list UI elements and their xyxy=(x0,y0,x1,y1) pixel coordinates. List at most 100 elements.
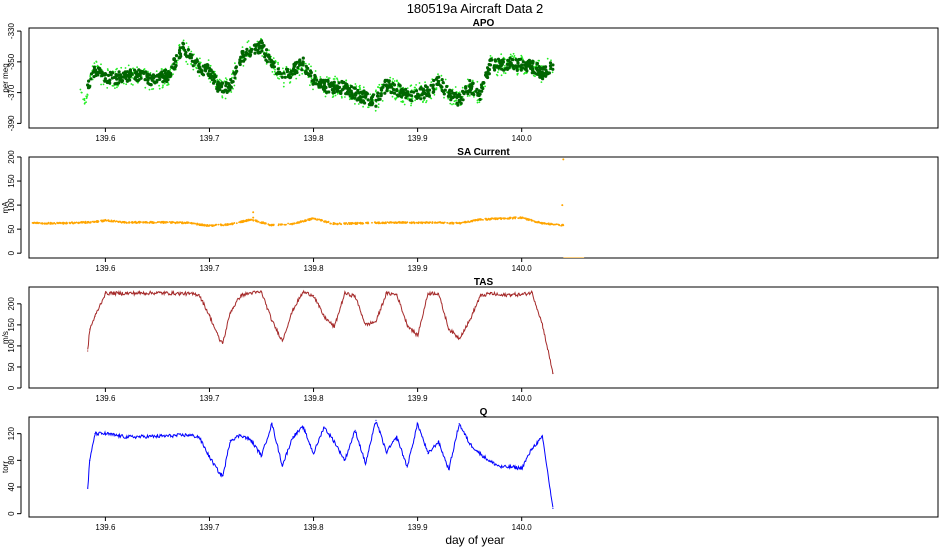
apo-scatter-point xyxy=(179,54,183,58)
apo-scatter-point xyxy=(429,83,433,87)
apo-scatter-point xyxy=(112,84,115,87)
apo-scatter-point xyxy=(113,82,117,86)
apo-scatter-point xyxy=(85,97,88,100)
apo-scatter-point xyxy=(277,61,279,64)
apo-scatter-point xyxy=(190,62,193,65)
apo-scatter-point xyxy=(452,103,455,105)
apo-scatter-point xyxy=(285,65,288,68)
apo-scatter-point xyxy=(220,79,222,82)
apo-scatter-point xyxy=(225,78,228,81)
sa-current-scatter-point xyxy=(283,223,286,226)
sa-current-scatter-point xyxy=(305,219,308,222)
sa-current-data-point xyxy=(73,221,76,224)
apo-scatter-point xyxy=(105,79,109,83)
apo-scatter-point xyxy=(387,79,391,83)
sa-current-data-point xyxy=(291,222,294,225)
apo-scatter-point xyxy=(517,57,521,62)
apo-scatter-point xyxy=(298,61,302,65)
apo-scatter-point xyxy=(223,88,228,92)
apo-scatter-point xyxy=(452,94,456,99)
tas-data-point xyxy=(406,324,408,326)
apo-scatter-point xyxy=(245,47,249,52)
apo-scatter-point xyxy=(137,78,141,82)
sa-current-scatter-point xyxy=(455,221,458,224)
apo-data-point xyxy=(181,46,186,50)
sa-current-scatter-point xyxy=(350,222,352,225)
apo-scatter-point xyxy=(505,67,510,71)
sa-current-scatter-point xyxy=(511,217,514,220)
apo-scatter-point xyxy=(489,55,492,57)
q-y-axis-label: torr xyxy=(1,461,10,473)
apo-scatter-point xyxy=(351,96,355,100)
tas-data-point xyxy=(448,328,450,330)
apo-data-point xyxy=(207,69,212,73)
apo-scatter-point xyxy=(497,71,499,73)
apo-scatter-point xyxy=(332,87,336,92)
apo-scatter-point xyxy=(265,48,269,52)
apo-scatter-point xyxy=(406,90,410,94)
sa-current-scatter-point xyxy=(496,218,499,220)
apo-data-point xyxy=(499,63,503,67)
apo-scatter-point xyxy=(364,91,368,95)
apo-scatter-point xyxy=(515,66,519,70)
apo-scatter-point xyxy=(449,97,453,101)
apo-scatter-point xyxy=(503,72,505,74)
apo-scatter-point xyxy=(521,60,525,64)
sa-current-scatter-point xyxy=(523,217,525,220)
sa-current-scatter-point xyxy=(199,224,201,227)
apo-scatter-point xyxy=(501,58,505,62)
sa-current-data-point xyxy=(104,219,107,222)
apo-scatter-point xyxy=(148,82,152,86)
q-marks xyxy=(87,419,554,509)
apo-scatter-point xyxy=(472,92,476,97)
apo-scatter-point xyxy=(290,72,294,76)
sa-current-scatter-point xyxy=(155,221,157,224)
sa-current-scatter-point xyxy=(144,221,147,224)
tas-data-point xyxy=(375,320,377,323)
apo-scatter-point xyxy=(396,80,398,82)
apo-scatter-point xyxy=(199,57,201,60)
apo-scatter-point xyxy=(369,93,372,96)
apo-scatter-point xyxy=(103,73,108,77)
apo-scatter-point xyxy=(486,75,490,80)
apo-scatter-point xyxy=(493,58,497,62)
apo-scatter-point xyxy=(362,105,364,108)
tas-data-point xyxy=(271,320,273,322)
apo-scatter-point xyxy=(354,83,357,85)
sa-current-scatter-point xyxy=(498,217,501,220)
sa-current-scatter-point xyxy=(40,222,42,225)
sa-current-x-tick-label: 139.8 xyxy=(304,264,325,273)
apo-scatter-point xyxy=(314,82,318,86)
apo-x-tick-label: 139.6 xyxy=(95,134,116,143)
sa-current-y-tick-label: 50 xyxy=(7,224,16,233)
apo-scatter-point xyxy=(200,72,204,76)
apo-scatter-point xyxy=(212,78,216,82)
sa-current-scatter-point xyxy=(257,220,260,223)
q-data-point xyxy=(541,436,544,438)
apo-scatter-point xyxy=(425,100,428,102)
q-data-point xyxy=(437,441,440,443)
apo-y-axis-label: per meg xyxy=(1,63,10,92)
tas-panel-title: TAS xyxy=(474,277,494,288)
apo-data-point xyxy=(353,92,357,96)
apo-scatter-point xyxy=(329,81,333,85)
apo-scatter-point xyxy=(162,69,166,73)
apo-scatter-point xyxy=(532,74,535,77)
apo-scatter-point xyxy=(422,100,424,103)
apo-scatter-point xyxy=(212,76,216,80)
apo-data-point xyxy=(405,94,409,98)
sa-current-data-point xyxy=(354,222,357,225)
q-data-point xyxy=(531,447,533,449)
q-data-point xyxy=(271,423,273,425)
sa-current-scatter-point xyxy=(226,224,229,227)
apo-scatter-point xyxy=(436,82,440,87)
apo-scatter-point xyxy=(415,84,417,86)
q-data-point xyxy=(198,436,200,438)
tas-data-point xyxy=(292,309,294,311)
apo-data-point xyxy=(447,91,451,95)
apo-scatter-point xyxy=(114,87,116,89)
apo-scatter-point xyxy=(377,103,380,105)
apo-scatter-point xyxy=(535,61,540,66)
apo-scatter-point xyxy=(283,75,287,79)
apo-scatter-point xyxy=(484,85,486,88)
